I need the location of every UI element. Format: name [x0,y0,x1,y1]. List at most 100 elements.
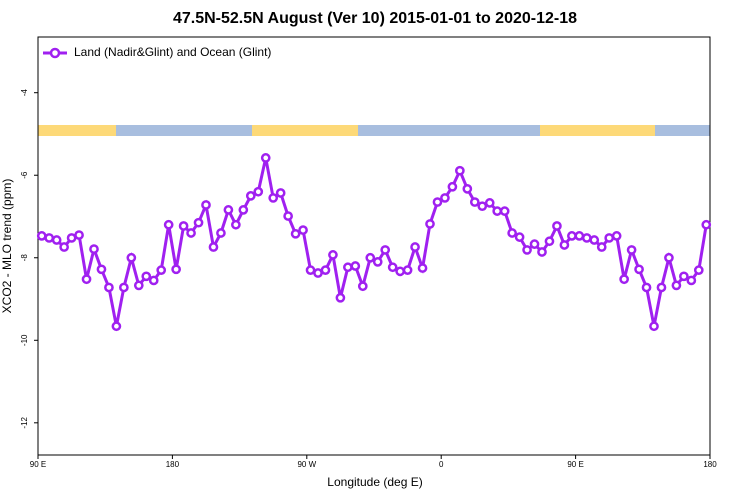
data-point [365,252,376,263]
land-band [38,125,116,136]
data-point [343,262,353,273]
data-point [440,193,450,203]
ocean-band [116,125,252,136]
data-point [178,221,189,231]
data-point [484,198,495,208]
data-point [410,242,420,252]
data-point [664,252,674,263]
data-point [507,228,517,238]
legend-marker [49,47,61,59]
data-point [44,233,55,243]
data-point [245,191,256,201]
data-point [96,264,107,275]
data-point [544,236,555,247]
data-point [313,268,323,278]
data-point [305,265,316,275]
legend-label: Land (Nadir&Glint) and Ocean (Glint) [74,45,271,59]
land-band [540,125,655,136]
y-tick-label: -8 [20,254,29,262]
data-point [559,240,570,250]
data-point [372,257,383,267]
data-point [59,242,69,252]
data-point [298,225,308,235]
data-point [36,231,47,241]
data-point [290,228,301,239]
data-point [611,231,622,241]
x-tick-label: 180 [166,460,180,469]
data-point [425,219,435,229]
data-point [522,245,532,255]
data-point [417,263,428,273]
data-point [693,265,704,275]
y-tick-label: -6 [20,171,29,179]
data-point [156,265,167,275]
data-point [432,197,443,207]
data-point [193,217,204,228]
data-point [186,228,196,238]
data-point [283,211,293,221]
data-point [671,280,682,291]
data-point [455,165,465,176]
data-point [596,242,607,252]
data-point [51,235,62,245]
data-point [492,206,503,216]
data-point [686,275,697,286]
y-tick-label: -4 [20,89,29,97]
x-axis-label: Longitude (deg E) [327,475,422,489]
x-tick-label: 90 E [30,460,46,469]
x-tick-label: 0 [439,460,444,469]
data-point [208,242,219,252]
series-line [41,157,708,327]
x-tick-label: 90 W [297,460,316,469]
data-point [260,153,271,163]
data-point [223,205,234,215]
ocean-band [358,125,540,136]
data-point [119,282,129,293]
data-point [552,221,562,231]
data-point [126,252,137,263]
data-point [268,193,279,203]
ocean-band [655,125,710,136]
surface-strip [38,125,710,136]
data-point [604,233,615,243]
data-point [171,264,181,275]
data-point [275,188,286,198]
plot-frame [37,36,711,456]
data-point [447,181,458,192]
data-point [574,231,585,241]
data-point [529,239,540,249]
land-band [252,125,358,136]
data-point [537,247,547,257]
data-point [395,266,405,277]
data-point [619,274,629,285]
data-point [380,245,391,255]
data-point [66,233,77,243]
data-point [133,280,144,291]
data-point [469,197,480,207]
data-point [350,261,361,271]
data-point [201,200,211,210]
data-point [89,244,99,254]
data-point [148,275,159,286]
data-point [238,205,249,215]
data-point [649,321,659,332]
data-point [634,264,644,275]
data-point [499,206,510,216]
data-point [514,232,525,242]
data-point [581,233,592,243]
data-point [141,271,152,282]
data-point [163,219,174,230]
data-point [656,282,667,293]
chart-title: 47.5N-52.5N August (Ver 10) 2015-01-01 t… [173,10,577,27]
data-point [567,231,577,241]
y-tick-label: -12 [20,416,29,428]
data-point [589,235,600,245]
data-point [81,274,92,285]
data-point [626,245,637,255]
data-point [402,265,413,275]
data-point [357,281,368,292]
data-point [462,183,473,194]
data-point [477,201,488,212]
data-point [320,265,331,275]
